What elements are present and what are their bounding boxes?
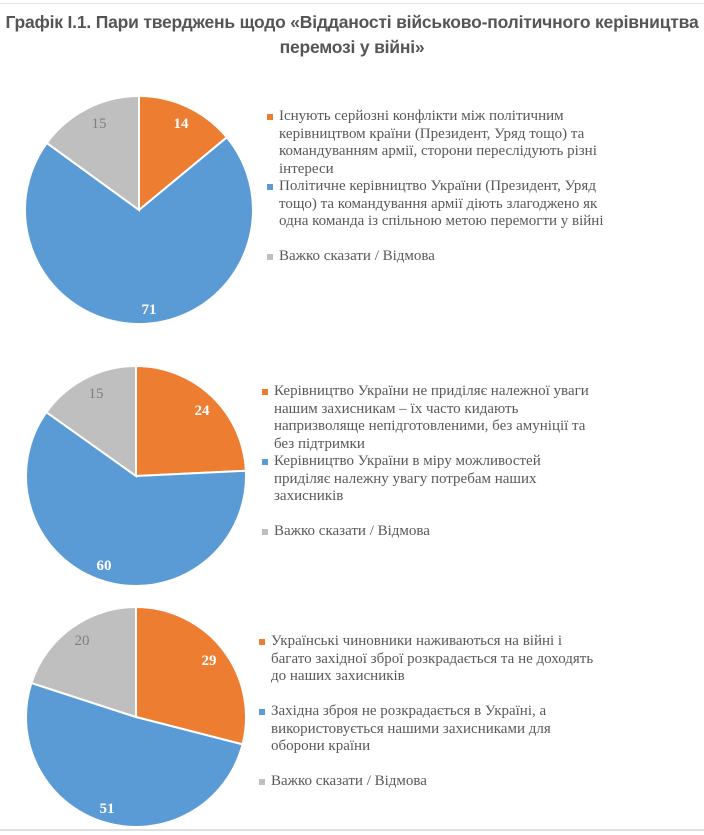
pie-slice-gray <box>45 94 140 212</box>
pie-2-label-blue: 60 <box>97 558 112 574</box>
pie-3-legend-item-blue: Західна зброя не розкрадається в Україні… <box>259 703 593 756</box>
pie-2-legend: Керівництво України не приділяє належної… <box>262 383 589 541</box>
pie-slice-blue <box>25 681 244 828</box>
pie-3-legend-item-orange: Українські чиновники наживаються на війн… <box>259 633 593 686</box>
pie-2-legend-item-blue: Керівництво України в міру можливостей п… <box>262 453 589 506</box>
pie-chart-2: 24 60 15 <box>25 364 247 587</box>
pie-2-legend-item-gray: Важко сказати / Відмова <box>262 523 589 541</box>
pie-2-legend-item-orange: Керівництво України не приділяє належної… <box>262 383 589 453</box>
top-divider <box>0 3 704 4</box>
chart-title-line-1: Графік І.1. Пари тверджень щодо «Віддано… <box>5 12 699 32</box>
pie-slice-blue <box>25 410 247 587</box>
pie-3-label-orange: 29 <box>202 653 217 669</box>
pie-1-label-blue: 71 <box>142 302 157 318</box>
pie-1-slices <box>24 94 254 325</box>
pie-2-label-gray: 15 <box>89 386 104 402</box>
pie-slice-blue <box>24 135 254 325</box>
pie-2-slices <box>25 364 247 587</box>
bottom-divider <box>0 829 704 831</box>
pie-slice-gray <box>30 605 137 719</box>
pie-1-legend-item-blue: Політичне керівництво України (Президент… <box>267 178 604 231</box>
chart-title: Графік І.1. Пари тверджень щодо «Віддано… <box>0 10 704 60</box>
legend-swatch-blue <box>259 709 265 715</box>
pie-3-legend-item-gray: Важко сказати / Відмова <box>259 773 593 791</box>
pie-3-slices <box>25 605 247 828</box>
pie-slice-orange <box>138 94 229 213</box>
legend-swatch-orange <box>259 639 265 645</box>
pie-3-legend: Українські чиновники наживаються на війн… <box>259 633 593 791</box>
pie-1-label-gray: 15 <box>92 116 107 132</box>
chart-title-line-2: перемозі у війні» <box>279 37 425 57</box>
pie-1-legend-item-gray: Важко сказати / Відмова <box>267 248 604 266</box>
pie-3-label-blue: 51 <box>100 801 115 817</box>
pie-slice-gray <box>45 364 137 478</box>
pie-slice-orange <box>135 605 247 746</box>
pie-slice-orange <box>135 364 247 478</box>
pie-1-legend: Існують серйозні конфлікти між політични… <box>267 108 604 266</box>
legend-swatch-gray <box>267 254 273 260</box>
legend-swatch-orange <box>262 389 268 395</box>
pie-chart-1: 14 71 15 <box>24 94 254 325</box>
legend-swatch-blue <box>262 459 268 465</box>
pie-1-legend-item-orange: Існують серйозні конфлікти між політични… <box>267 108 604 178</box>
legend-swatch-orange <box>267 114 273 120</box>
pie-2-label-orange: 24 <box>195 403 211 419</box>
pie-1-label-orange: 14 <box>174 116 190 132</box>
legend-swatch-gray <box>259 779 265 785</box>
legend-swatch-blue <box>267 184 273 190</box>
legend-swatch-gray <box>262 529 268 535</box>
pie-3-label-gray: 20 <box>75 633 90 649</box>
